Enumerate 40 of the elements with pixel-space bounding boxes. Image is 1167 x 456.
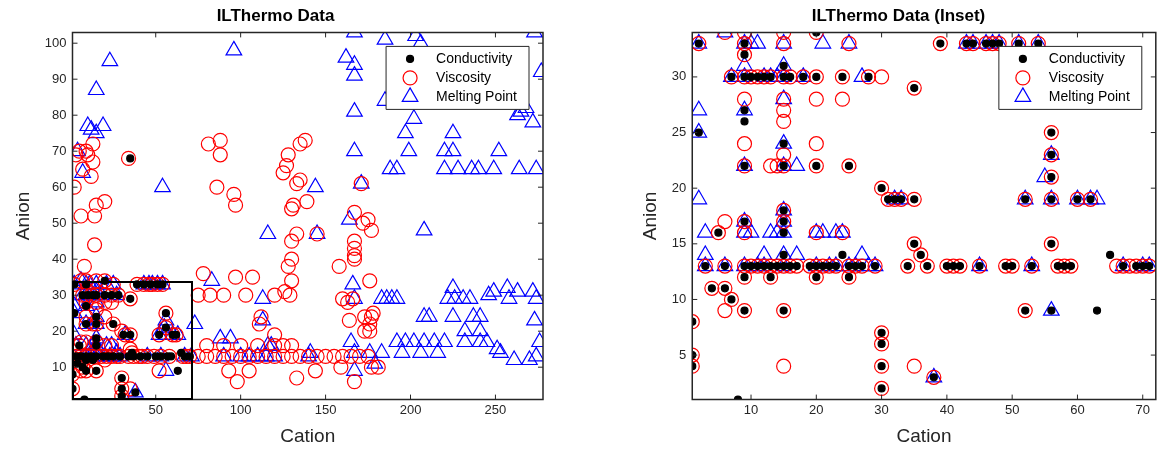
y-axis-title: Anion [638, 191, 660, 241]
y-tick-label: 25 [671, 124, 687, 140]
y-tick-label: 90 [52, 70, 67, 86]
chart-title: ILThermo Data (Inset) [811, 5, 986, 25]
x-axis-title: Cation [280, 424, 336, 446]
legend-label: Viscosity [436, 68, 492, 85]
y-axis-title: Anion [11, 191, 33, 241]
x-tick-label: 50 [1004, 401, 1020, 417]
x-tick-label: 60 [1070, 401, 1085, 417]
x-tick-label: 30 [874, 401, 889, 417]
legend-label: Melting Point [436, 87, 518, 104]
x-tick-label: 200 [399, 401, 422, 417]
x-axis-title: Cation [896, 424, 952, 446]
y-tick-label: 20 [671, 179, 687, 195]
y-tick-label: 60 [52, 178, 67, 194]
legend-label: Conductivity [1048, 49, 1126, 66]
y-tick-label: 80 [52, 106, 67, 122]
y-tick-label: 20 [52, 322, 67, 338]
y-tick-label: 5 [679, 346, 687, 362]
legend-label: Melting Point [1048, 87, 1130, 104]
y-tick-label: 10 [671, 291, 687, 307]
x-tick-label: 50 [148, 401, 163, 417]
x-tick-label: 40 [939, 401, 955, 417]
chart-title: ILThermo Data [216, 5, 335, 25]
y-tick-label: 10 [52, 358, 67, 374]
y-tick-label: 70 [52, 142, 67, 158]
x-tick-label: 250 [484, 401, 507, 417]
x-tick-label: 100 [229, 401, 252, 417]
x-tick-label: 70 [1135, 401, 1150, 417]
y-tick-label: 15 [671, 235, 687, 251]
legend-label: Viscosity [1048, 68, 1104, 85]
x-tick-label: 10 [743, 401, 759, 417]
y-tick-label: 100 [44, 34, 67, 50]
y-tick-label: 30 [52, 286, 67, 302]
x-tick-label: 20 [809, 401, 824, 417]
y-tick-label: 40 [52, 250, 67, 266]
y-tick-label: 30 [671, 68, 687, 84]
legend-label: Conductivity [436, 49, 513, 66]
x-tick-label: 150 [314, 401, 337, 417]
y-tick-label: 50 [52, 214, 67, 230]
